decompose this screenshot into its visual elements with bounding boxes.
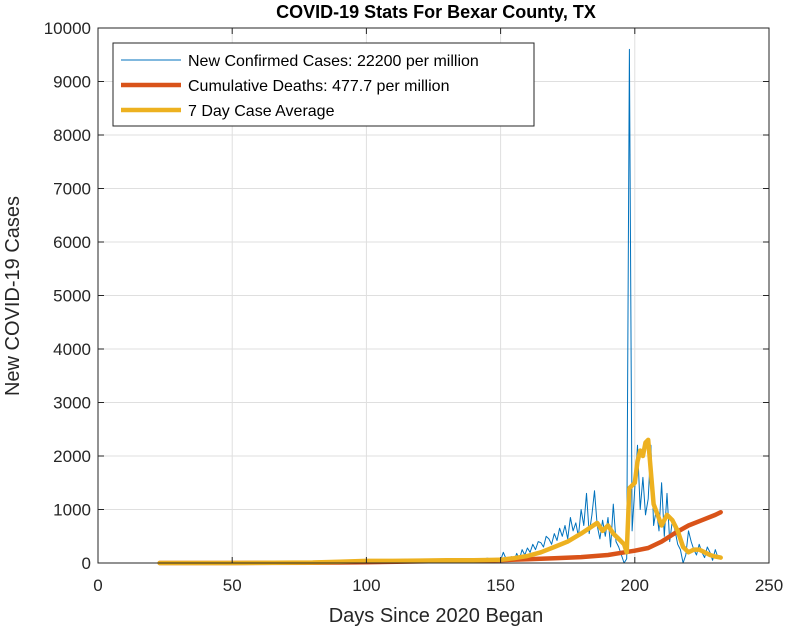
chart-title: COVID-19 Stats For Bexar County, TX [276, 2, 596, 22]
x-tick-label: 100 [352, 576, 380, 595]
legend-label-average: 7 Day Case Average [188, 103, 335, 120]
x-tick-label: 200 [621, 576, 649, 595]
y-tick-label: 4000 [53, 340, 91, 359]
x-tick-label: 150 [486, 576, 514, 595]
y-tick-label: 10000 [44, 19, 91, 38]
x-axis-label: Days Since 2020 Began [329, 605, 544, 627]
y-tick-label: 0 [82, 554, 91, 573]
y-tick-label: 8000 [53, 126, 91, 145]
y-tick-label: 6000 [53, 233, 91, 252]
x-tick-label: 0 [93, 576, 102, 595]
legend: New Confirmed Cases: 22200 per million C… [113, 43, 534, 126]
legend-label-cases: New Confirmed Cases: 22200 per million [188, 53, 479, 70]
x-tick-label: 50 [223, 576, 242, 595]
y-tick-label: 5000 [53, 287, 91, 306]
legend-label-deaths: Cumulative Deaths: 477.7 per million [188, 78, 449, 95]
y-tick-label: 1000 [53, 501, 91, 520]
y-tick-label: 7000 [53, 180, 91, 199]
y-tick-label: 2000 [53, 447, 91, 466]
x-tick-label: 250 [755, 576, 783, 595]
y-tick-label: 9000 [53, 73, 91, 92]
y-axis-label: New COVID-19 Cases [2, 196, 24, 396]
y-tick-label: 3000 [53, 394, 91, 413]
